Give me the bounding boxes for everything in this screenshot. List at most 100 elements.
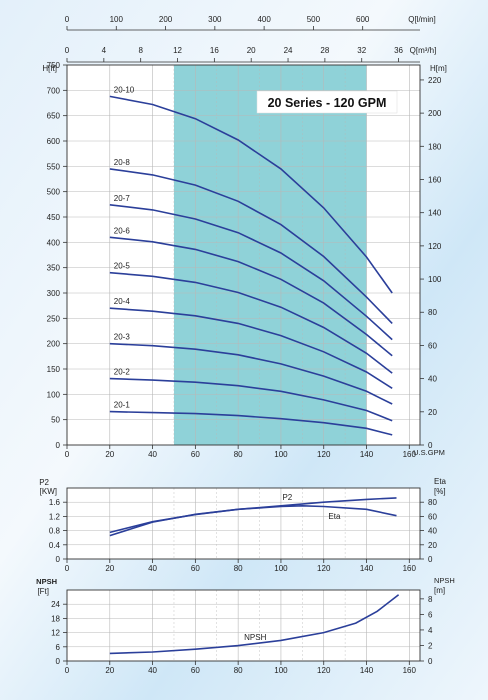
y-right-tick-label: 0 bbox=[428, 657, 433, 666]
y-right-tick-label: 20 bbox=[428, 408, 437, 417]
series-label: Eta bbox=[328, 512, 341, 521]
series-label: 20-7 bbox=[114, 194, 131, 203]
x-tick-label: 160 bbox=[403, 666, 417, 675]
x-axis-label: U.S.GPM bbox=[413, 448, 445, 457]
y-left-tick-label: 450 bbox=[47, 213, 61, 222]
x-tick-label: 120 bbox=[317, 564, 331, 573]
q-m3h-tick-label: 20 bbox=[247, 46, 256, 55]
x-tick-label: 0 bbox=[65, 450, 70, 459]
y-right-tick-label: 40 bbox=[428, 375, 437, 384]
y-right-tick-label: 80 bbox=[428, 308, 437, 317]
q-m3h-tick-label: 0 bbox=[65, 46, 70, 55]
plot-frame bbox=[66, 64, 421, 446]
x-tick-label: 120 bbox=[317, 450, 331, 459]
y-right-tick-label: 20 bbox=[428, 541, 437, 550]
y-left-tick-label: 650 bbox=[47, 112, 61, 121]
x-tick-label: 40 bbox=[148, 450, 157, 459]
x-tick-label: 140 bbox=[360, 450, 374, 459]
series-label: 20-10 bbox=[114, 85, 135, 94]
y-left-axis-label: P2 bbox=[39, 478, 49, 487]
x-tick-label: 160 bbox=[403, 564, 417, 573]
series-label: 20-6 bbox=[114, 226, 131, 235]
series-line bbox=[109, 342, 393, 405]
y-right-tick-label: 160 bbox=[428, 175, 442, 184]
y-left-tick-label: 400 bbox=[47, 238, 61, 247]
x-tick-label: 100 bbox=[274, 450, 288, 459]
y-right-tick-label: 2 bbox=[428, 641, 433, 650]
plot-frame bbox=[66, 589, 421, 662]
x-tick-label: 80 bbox=[234, 450, 243, 459]
title-box bbox=[256, 90, 398, 114]
y-right-tick-label: 4 bbox=[428, 626, 433, 635]
q-m3h-tick-label: 36 bbox=[394, 46, 403, 55]
q-m3h-tick-label: 32 bbox=[357, 46, 366, 55]
x-tick-label: 120 bbox=[317, 666, 331, 675]
x-tick-label: 20 bbox=[105, 564, 114, 573]
y-left-tick-label: 1.2 bbox=[49, 512, 61, 521]
q-lmin-tick-label: 200 bbox=[159, 15, 173, 24]
y-left-tick-label: 0 bbox=[56, 657, 61, 666]
q-lmin-tick-label: 100 bbox=[110, 15, 124, 24]
y-left-tick-label: 0.4 bbox=[49, 541, 61, 550]
y-right-tick-label: 0 bbox=[428, 555, 433, 564]
y-right-unit-label: [%] bbox=[434, 487, 446, 496]
q-lmin-axis-label: Q[l/min] bbox=[408, 15, 436, 24]
series-line bbox=[109, 504, 397, 537]
y-left-tick-label: 300 bbox=[47, 289, 61, 298]
series-line bbox=[109, 307, 393, 389]
y-right-axis-label: Eta bbox=[434, 477, 447, 486]
x-tick-label: 160 bbox=[403, 450, 417, 459]
y-left-axis-label: NPSH bbox=[36, 577, 57, 586]
y-right-tick-label: 0 bbox=[428, 441, 433, 450]
x-tick-label: 0 bbox=[65, 564, 70, 573]
y-right-unit-label: [m] bbox=[434, 586, 445, 595]
q-m3h-tick-label: 24 bbox=[284, 46, 293, 55]
y-left-axis-label: H[ft] bbox=[42, 64, 57, 73]
x-tick-label: 40 bbox=[148, 564, 157, 573]
q-m3h-axis-label: Q[m³/h] bbox=[410, 46, 437, 55]
x-tick-label: 20 bbox=[105, 666, 114, 675]
q-lmin-tick-label: 0 bbox=[65, 15, 70, 24]
y-right-tick-label: 60 bbox=[428, 512, 437, 521]
q-lmin-tick-label: 300 bbox=[208, 15, 222, 24]
series-label: 20-2 bbox=[114, 368, 131, 377]
y-right-tick-label: 8 bbox=[428, 595, 433, 604]
series-label: 20-1 bbox=[114, 401, 131, 410]
q-lmin-tick-label: 500 bbox=[307, 15, 321, 24]
y-left-tick-label: 150 bbox=[47, 365, 61, 374]
x-tick-label: 140 bbox=[360, 666, 374, 675]
y-left-tick-label: 0.8 bbox=[49, 527, 61, 536]
series-line bbox=[109, 271, 393, 374]
y-left-tick-label: 600 bbox=[47, 137, 61, 146]
x-tick-label: 40 bbox=[148, 666, 157, 675]
x-tick-label: 60 bbox=[191, 450, 200, 459]
q-m3h-tick-label: 28 bbox=[320, 46, 329, 55]
x-tick-label: 80 bbox=[234, 666, 243, 675]
q-m3h-tick-label: 16 bbox=[210, 46, 219, 55]
y-left-tick-label: 750 bbox=[47, 61, 61, 70]
y-left-unit-label: [Ft] bbox=[37, 587, 49, 596]
y-left-tick-label: 200 bbox=[47, 340, 61, 349]
y-right-tick-label: 200 bbox=[428, 109, 442, 118]
y-left-tick-label: 18 bbox=[51, 614, 60, 623]
y-right-tick-label: 220 bbox=[428, 76, 442, 85]
y-left-tick-label: 350 bbox=[47, 264, 61, 273]
x-tick-label: 20 bbox=[105, 450, 114, 459]
y-right-tick-label: 60 bbox=[428, 341, 437, 350]
series-line bbox=[109, 410, 393, 436]
q-m3h-tick-label: 8 bbox=[138, 46, 143, 55]
series-label: P2 bbox=[282, 493, 292, 502]
series-label: 20-5 bbox=[114, 262, 131, 271]
y-left-tick-label: 24 bbox=[51, 600, 60, 609]
x-tick-label: 140 bbox=[360, 564, 374, 573]
y-left-tick-label: 50 bbox=[51, 416, 60, 425]
series-label: 20-4 bbox=[114, 297, 131, 306]
y-left-tick-label: 0 bbox=[56, 555, 61, 564]
y-right-tick-label: 40 bbox=[428, 527, 437, 536]
y-right-tick-label: 6 bbox=[428, 610, 433, 619]
series-line bbox=[109, 168, 393, 324]
y-right-axis-label: NPSH bbox=[434, 576, 455, 585]
q-m3h-tick-label: 12 bbox=[173, 46, 182, 55]
y-right-tick-label: 120 bbox=[428, 242, 442, 251]
